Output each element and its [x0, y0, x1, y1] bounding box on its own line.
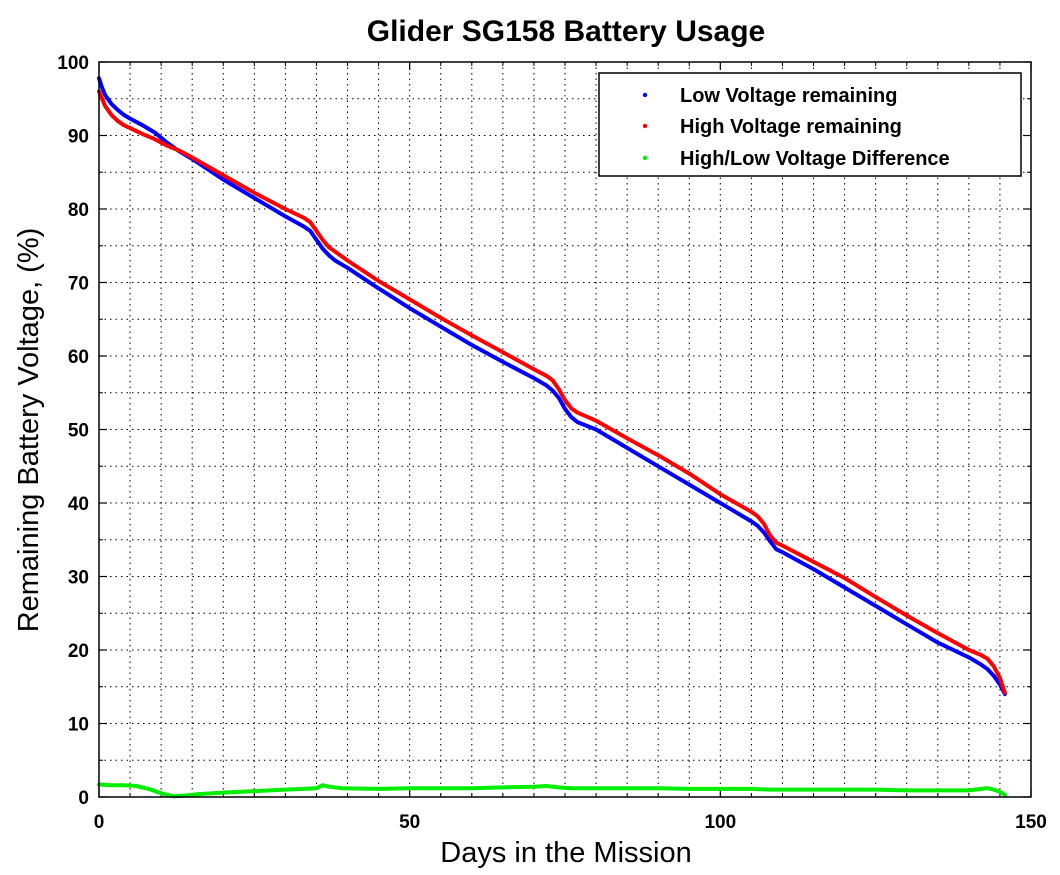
y-tick-label: 90: [68, 127, 89, 148]
y-tick-label: 60: [68, 347, 89, 368]
x-axis-label: Days in the Mission: [440, 837, 691, 869]
y-tick-label: 40: [68, 494, 89, 515]
legend-box: [598, 72, 1022, 177]
y-tick-label: 20: [68, 641, 89, 662]
legend-marker-low-voltage: [642, 92, 648, 98]
series-difference: [97, 782, 1007, 799]
tick-labels: 0 50 100 150 0 10 20 30 40 50 60 70 80 90 100: [57, 53, 1047, 833]
legend-label-low-voltage: Low Voltage remaining: [680, 85, 897, 107]
y-tick-label: 50: [68, 421, 89, 442]
y-tick-label: 0: [78, 788, 89, 809]
series-group: [97, 76, 1007, 799]
y-tick-label: 10: [68, 715, 89, 736]
x-tick-label: 0: [94, 812, 105, 833]
series-high-voltage: [97, 89, 1007, 695]
x-tick-label: 150: [1015, 812, 1047, 833]
legend-marker-difference: [642, 155, 648, 161]
legend-label-difference: High/Low Voltage Difference: [680, 148, 950, 170]
x-tick-label: 100: [704, 812, 736, 833]
plot-area-border: [98, 61, 1032, 798]
y-tick-label: 80: [68, 200, 89, 221]
legend-marker-high-voltage: [642, 123, 648, 129]
x-tick-label: 50: [399, 812, 420, 833]
legend-label-high-voltage: High Voltage remaining: [680, 116, 902, 138]
chart-title: Glider SG158 Battery Usage: [367, 15, 766, 48]
y-tick-label: 30: [68, 568, 89, 589]
series-low-voltage: [97, 76, 1007, 697]
y-tick-label: 100: [57, 53, 89, 74]
legend: Low Voltage remaining High Voltage remai…: [598, 72, 1022, 177]
y-axis-label: Remaining Battery Voltage, (%): [13, 228, 45, 633]
y-tick-label: 70: [68, 274, 89, 295]
